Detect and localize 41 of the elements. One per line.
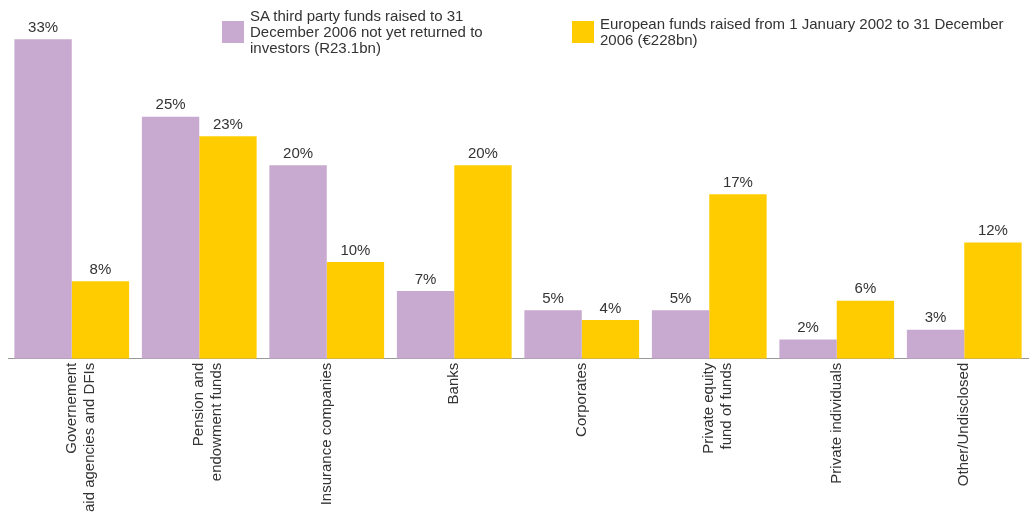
bar [524,310,582,359]
bar [199,136,257,359]
data-label: 23% [212,114,243,132]
data-label: 10% [340,240,371,258]
bar [836,300,895,359]
data-label: 25% [155,95,186,113]
bar [709,194,767,359]
data-label: 5% [669,289,692,306]
x-tick-label: Corporates [571,362,589,437]
data-label: 5% [542,289,564,306]
bar [454,165,512,359]
data-label: 7% [414,269,437,287]
data-label: 20% [467,143,498,161]
data-label: 33% [28,18,59,35]
legend-label: European funds raised from 1 January 2002 to 31 December 2006 (€228bn) [600,15,1005,48]
bar [779,339,837,359]
bar [71,281,130,359]
bar [269,165,327,359]
bar [964,242,1022,359]
bar [651,310,710,359]
bar [396,291,455,359]
bar [141,116,200,359]
legend-label: SA third party funds raised to 31 December 2006 not yet returned to investors (R23.1bn) [250,7,484,56]
bar [581,320,640,359]
x-tick-label: Banks [444,362,462,405]
data-label: 2% [797,318,819,336]
bar [14,39,72,359]
bar [906,329,965,359]
data-label: 6% [854,279,877,297]
x-tick-label: Insurance companies [316,362,334,506]
data-label: 12% [977,221,1008,239]
bar [326,261,385,359]
x-tick-label: Other/Undisclosed [954,362,972,487]
data-label: 17% [722,172,753,190]
x-tick-label: Private equity fund of funds [699,362,735,454]
data-label: 4% [599,298,622,316]
data-label: 8% [89,259,112,277]
data-label: 3% [924,308,947,326]
data-label: 20% [283,143,314,161]
x-tick-label: Governement aid agencies and DFIs [61,361,97,513]
x-tick-label: Private individuals [826,362,844,484]
